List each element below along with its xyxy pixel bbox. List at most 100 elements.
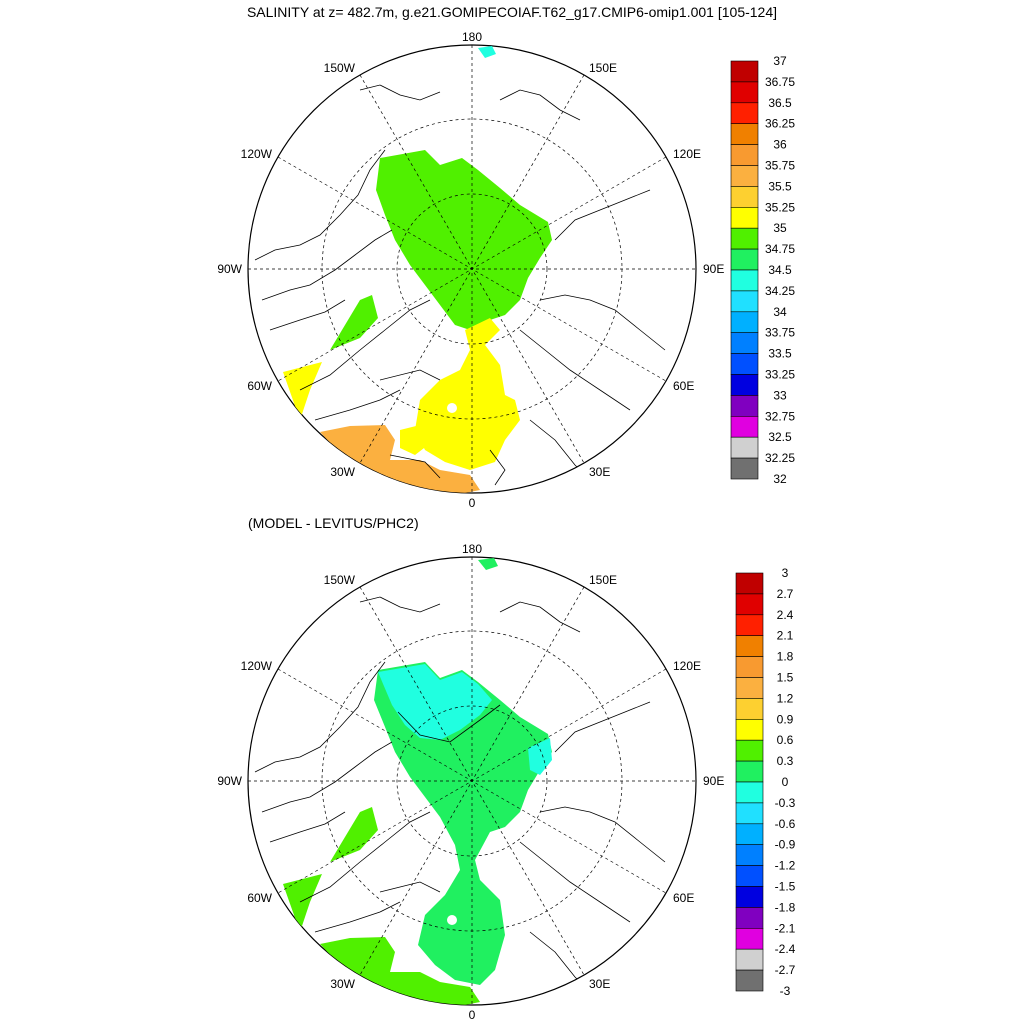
top-colorbar-tick-label: 34 <box>773 305 787 319</box>
bottom-colorbar-tick-label: 0.6 <box>777 733 794 747</box>
bottom-lon-label-120e: 120E <box>673 659 701 673</box>
bottom-colorbar-box <box>735 739 764 762</box>
top-colorbar-tick-label: 34.75 <box>765 242 795 256</box>
bottom-graticule <box>248 557 696 1005</box>
bottom-lon-label-180: 180 <box>462 542 482 556</box>
top-colorbar-tick-label: 36 <box>773 138 787 152</box>
top-colorbar-box <box>730 81 759 104</box>
top-colorbar-box <box>730 311 759 333</box>
bottom-colorbar-box <box>735 969 764 992</box>
bottom-colorbar-box <box>735 677 764 699</box>
top-colorbar-tick-label: 35.5 <box>768 179 792 193</box>
bottom-colorbar-tick-label: 3 <box>782 566 789 580</box>
bottom-colorbar-tick-label: -3 <box>780 984 791 998</box>
top-colorbar-box <box>730 186 759 208</box>
top-colorbar-tick-label: 33 <box>773 388 787 402</box>
bottom-colorbar-tick-label: -2.4 <box>775 942 796 956</box>
top-colorbar-tick-label: 35.25 <box>765 200 795 214</box>
top-map: 180 150W 150E 120W 120E 90W 90E 60W 60E … <box>217 30 724 510</box>
top-colorbar-box <box>730 60 759 83</box>
bottom-colorbar-box <box>735 907 764 929</box>
bottom-colorbar-box <box>735 823 764 845</box>
top-colorbar-tick-label: 35.75 <box>765 159 795 173</box>
top-colorbar-box <box>730 248 759 271</box>
bottom-colorbar-box <box>735 802 764 825</box>
top-colorbar-box <box>730 207 759 229</box>
bottom-lon-label-60e: 60E <box>673 891 694 905</box>
bottom-labrador-green-field <box>283 874 322 932</box>
bottom-coastlines <box>254 596 666 993</box>
top-colorbar-box <box>730 144 759 166</box>
bottom-colorbar-box <box>735 760 764 783</box>
top-colorbar-box <box>730 227 759 250</box>
bottom-colorbar-tick-label: -1.2 <box>775 859 796 873</box>
top-colorbar-box <box>730 332 759 354</box>
bottom-colorbar-box <box>735 614 764 636</box>
top-colorbar-tick-label: 36.5 <box>768 96 792 110</box>
top-colorbar-tick-label: 36.25 <box>765 117 795 131</box>
top-colorbar-box <box>730 436 759 459</box>
top-colorbar-tick-label: 37 <box>773 54 787 68</box>
top-lon-label-60w: 60W <box>247 379 272 393</box>
bottom-lon-label-150w: 150W <box>324 573 356 587</box>
top-colorbar-box <box>730 457 759 480</box>
top-lon-label-90e: 90E <box>703 262 724 276</box>
bottom-colorbar-tick-label: 1.5 <box>777 671 794 685</box>
top-colorbar-tick-label: 33.75 <box>765 326 795 340</box>
top-colorbar-box <box>730 102 759 125</box>
top-lon-label-90w: 90W <box>217 262 242 276</box>
top-colorbar-box <box>730 395 759 417</box>
bottom-colorbar-box <box>735 593 764 616</box>
top-colorbar-tick-label: 32.75 <box>765 409 795 423</box>
top-colorbar-tick-label: 32 <box>773 472 787 486</box>
top-lon-label-150e: 150E <box>589 61 617 75</box>
bottom-colorbar-tick-label: -0.9 <box>775 838 796 852</box>
top-labrador-yellow-field <box>283 362 322 420</box>
bottom-colorbar-box <box>735 844 764 866</box>
bottom-lon-label-90e: 90E <box>703 774 724 788</box>
bottom-atlantic-lightgreen-field <box>320 937 480 1005</box>
bottom-colorbar-box <box>735 698 764 720</box>
bottom-colorbar-tick-label: -2.7 <box>775 963 796 977</box>
top-nordic-yellow-field <box>415 318 520 470</box>
bottom-colorbar-tick-label: 1.8 <box>777 650 794 664</box>
bottom-baffin-green-field <box>330 807 378 862</box>
top-colorbar-tick-label: 33.5 <box>768 347 792 361</box>
bottom-arctic-green-field <box>374 662 552 985</box>
top-baffin-green-field <box>330 295 378 350</box>
bottom-colorbar-tick-label: -1.5 <box>775 880 796 894</box>
top-atlantic-orange-field <box>320 425 480 493</box>
top-colorbar-tick-label: 32.5 <box>768 430 792 444</box>
bottom-colorbar-box <box>735 927 764 950</box>
bottom-colorbar-box <box>735 781 764 804</box>
bottom-colorbar-tick-label: 0.9 <box>777 712 794 726</box>
top-colorbar-tick-label: 34.25 <box>765 284 795 298</box>
top-colorbar-box <box>730 123 759 145</box>
top-colorbar-tick-label: 33.25 <box>765 368 795 382</box>
bottom-colorbar-box <box>735 886 764 908</box>
difference-plot-subtitle: (MODEL - LEVITUS/PHC2) <box>248 515 419 531</box>
bottom-colorbar-tick-label: -0.6 <box>775 817 796 831</box>
bottom-colorbar-tick-label: -2.1 <box>775 921 796 935</box>
top-lon-label-120w: 120W <box>241 147 273 161</box>
top-colorbar-box <box>730 353 759 375</box>
bottom-lon-label-30e: 30E <box>589 977 610 991</box>
top-colorbar-tick-label: 32.25 <box>765 451 795 465</box>
top-colorbar-tick-label: 36.75 <box>765 75 795 89</box>
bottom-lon-label-30w: 30W <box>330 977 355 991</box>
bottom-lon-label-150e: 150E <box>589 573 617 587</box>
top-colorbar-box <box>730 269 759 292</box>
bottom-colorbar: 3 2.7 2.4 2.1 1.8 1.5 1.2 0.9 0.6 0.3 0 -0.3 -0.6 -0.… <box>735 566 796 998</box>
bottom-colorbar-tick-label: 2.4 <box>777 608 794 622</box>
bottom-lon-label-90w: 90W <box>217 774 242 788</box>
top-coastlines <box>254 84 666 486</box>
bottom-colorbar-box <box>735 865 764 887</box>
bottom-colorbar-tick-label: 1.2 <box>777 691 794 705</box>
bottom-map: 180 150W 150E 120W 120E 90W 90E 60W 60E … <box>217 542 724 1022</box>
plot-title: SALINITY at z= 482.7m, g.e21.GOMIPECOIAF… <box>246 4 778 20</box>
bottom-colorbar-tick-label: 2.1 <box>777 629 794 643</box>
top-colorbar-box <box>730 290 759 313</box>
bottom-colorbar-box <box>735 948 764 971</box>
bottom-lon-label-60w: 60W <box>247 891 272 905</box>
